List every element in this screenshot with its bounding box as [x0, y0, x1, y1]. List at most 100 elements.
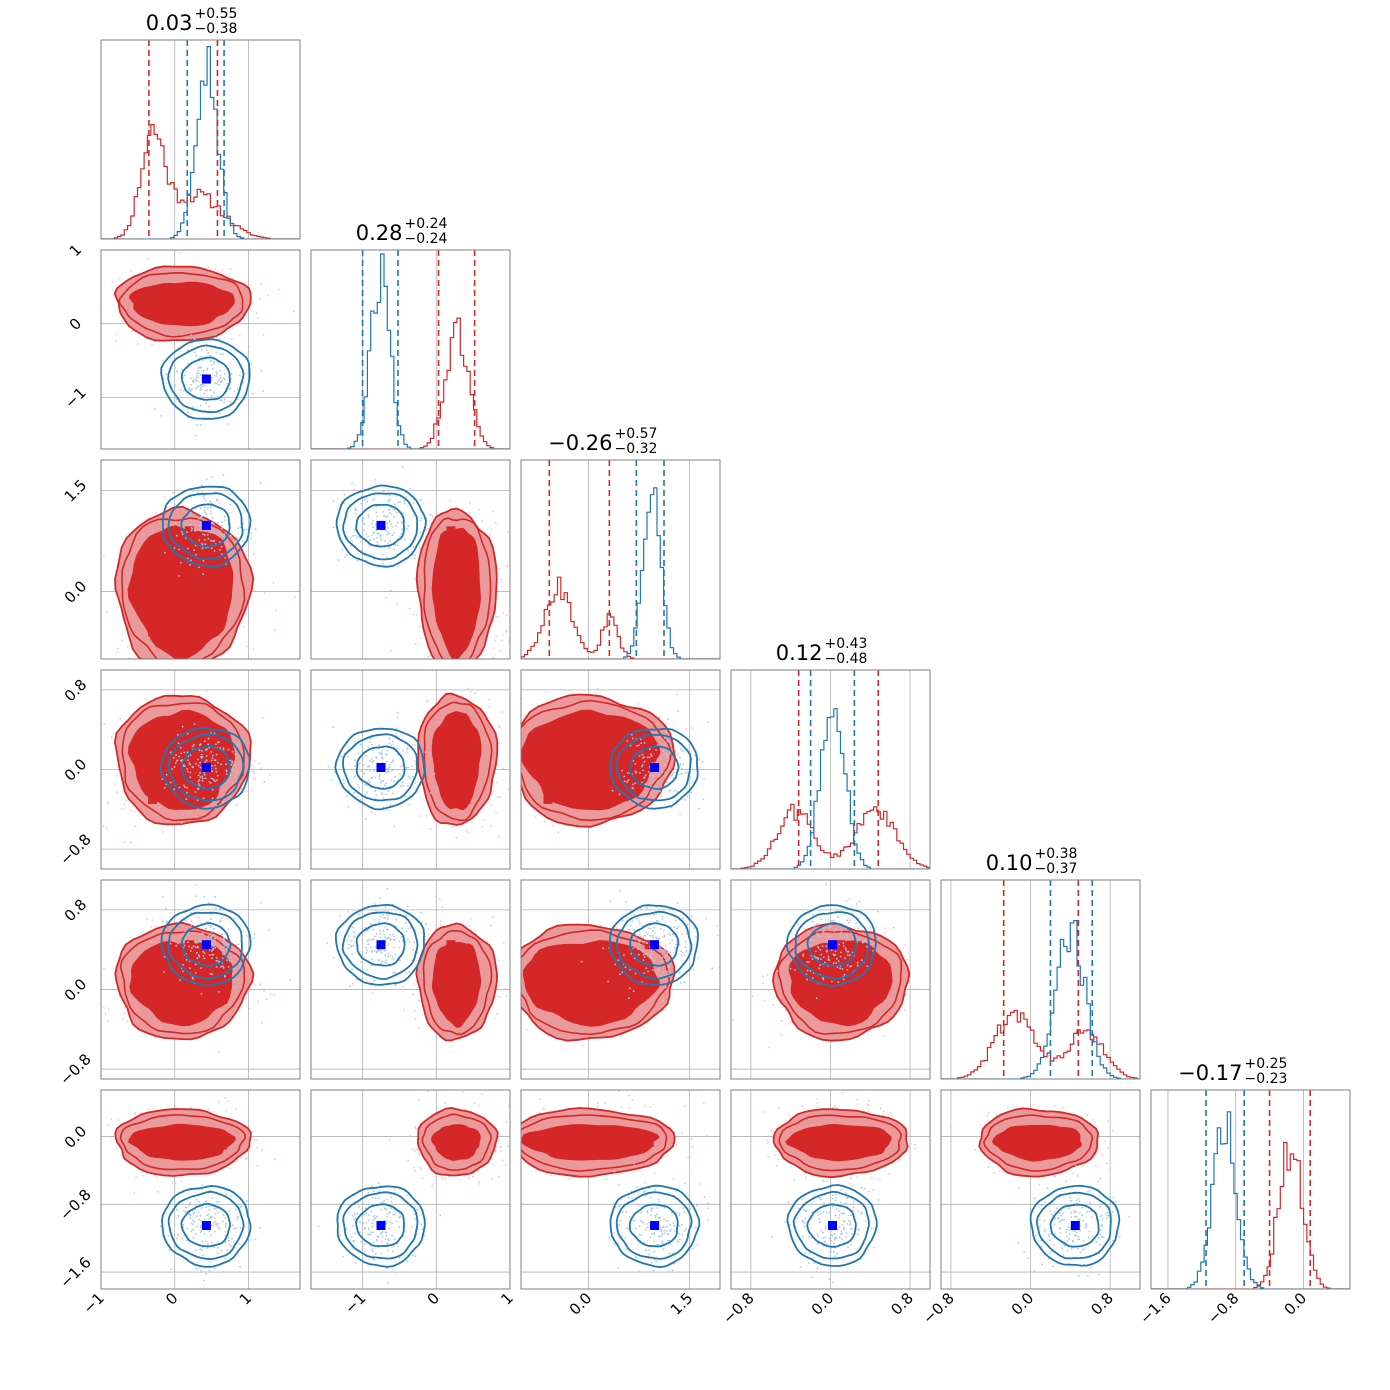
scatter-point-blue — [383, 784, 386, 787]
scatter-point-blue — [183, 751, 186, 754]
scatter-point-red — [494, 639, 497, 642]
panel-content — [101, 40, 300, 239]
scatter-point-blue — [650, 927, 652, 930]
scatter-point-blue — [372, 526, 375, 529]
scatter-point-blue — [673, 946, 676, 949]
scatter-point-red — [692, 780, 695, 783]
scatter-point-blue — [393, 508, 396, 511]
scatter-point-blue — [196, 374, 199, 377]
scatter-point-blue — [196, 788, 199, 790]
title-lower: −0.48 — [825, 651, 868, 667]
scatter-point-blue — [196, 951, 198, 954]
scatter-point-red — [501, 634, 504, 636]
scatter-point-blue — [643, 972, 646, 974]
scatter-point-red — [490, 528, 493, 531]
scatter-point-blue — [643, 741, 646, 744]
contour-blue-outer — [161, 485, 252, 568]
scatter-point-blue — [398, 940, 401, 943]
scatter-point-blue — [695, 936, 697, 939]
scatter-point-red — [469, 511, 471, 514]
scatter-point-blue — [375, 933, 378, 935]
scatter-point-blue — [244, 758, 247, 761]
scatter-point-blue — [642, 936, 645, 939]
scatter-point-blue — [408, 803, 411, 806]
scatter-point-blue — [791, 937, 794, 940]
scatter-point-red — [514, 993, 516, 995]
mode-marker-red — [563, 994, 573, 1004]
scatter-point-red — [245, 645, 248, 648]
scatter-point-blue — [217, 762, 219, 764]
scatter-point-blue — [665, 730, 668, 733]
scatter-point-blue — [163, 787, 166, 789]
scatter-point-blue — [646, 907, 648, 909]
scatter-point-red — [469, 690, 472, 693]
scatter-point-blue — [193, 515, 196, 517]
scatter-point-blue — [371, 949, 373, 952]
scatter-point-blue — [232, 986, 235, 989]
scatter-point-red — [518, 1001, 520, 1003]
scatter-point-blue — [370, 761, 373, 764]
scatter-point-blue — [225, 763, 227, 766]
contour-blue-outer — [608, 904, 699, 986]
scatter-point-blue — [241, 726, 243, 729]
scatter-point-blue — [618, 793, 621, 796]
scatter-point-red — [505, 614, 508, 617]
panel-content — [311, 460, 510, 659]
scatter-point-red — [427, 527, 430, 530]
scatter-point-blue — [382, 797, 385, 799]
scatter-point-blue — [382, 780, 385, 783]
scatter-point-blue — [420, 911, 422, 914]
scatter-point-blue — [649, 954, 652, 957]
scatter-point-red — [118, 277, 120, 280]
scatter-point-blue — [198, 380, 200, 383]
scatter-point-blue — [225, 943, 228, 946]
scatter-point-blue — [375, 511, 378, 514]
scatter-point-red — [494, 522, 497, 525]
scatter-point-blue — [656, 919, 658, 922]
scatter-point-blue — [190, 383, 193, 386]
scatter-point-blue — [394, 953, 397, 956]
scatter-point-blue — [259, 901, 262, 904]
scatter-point-blue — [215, 743, 217, 746]
scatter-point-red — [817, 922, 820, 925]
panel-content — [731, 880, 930, 1079]
scatter-point-blue — [211, 957, 213, 960]
scatter-point-red — [680, 954, 683, 957]
y-tick-label: −0.8 — [56, 1050, 94, 1088]
scatter-point-blue — [375, 529, 378, 532]
scatter-point-blue — [398, 946, 401, 949]
scatter-point-blue — [378, 777, 381, 780]
contour-blue-outer — [160, 903, 252, 987]
scatter-point-blue — [638, 755, 641, 757]
scatter-point-blue — [373, 769, 375, 772]
scatter-point-blue — [203, 771, 205, 774]
scatter-point-blue — [433, 772, 436, 775]
scatter-point-blue — [369, 769, 372, 772]
scatter-point-red — [117, 322, 119, 325]
scatter-point-blue — [385, 529, 387, 532]
scatter-point-blue — [801, 943, 804, 945]
scatter-point-red — [97, 551, 99, 553]
scatter-point-blue — [176, 760, 178, 762]
scatter-point-blue — [826, 936, 829, 938]
scatter-point-blue — [217, 522, 219, 524]
mode-marker-red — [181, 985, 191, 994]
scatter-point-blue — [802, 954, 804, 957]
scatter-point-blue — [393, 515, 395, 518]
scatter-point-red — [492, 656, 495, 659]
scatter-point-blue — [405, 930, 408, 933]
scatter-point-blue — [220, 933, 223, 936]
scatter-point-blue — [827, 919, 830, 921]
scatter-point-blue — [384, 926, 387, 928]
scatter-point-blue — [396, 489, 399, 491]
scatter-point-blue — [665, 955, 667, 957]
scatter-point-blue — [405, 766, 408, 769]
scatter-point-red — [493, 647, 495, 649]
scatter-point-blue — [203, 534, 206, 536]
scatter-point-red — [414, 782, 417, 785]
scatter-point-blue — [371, 743, 373, 746]
scatter-point-blue — [215, 907, 217, 910]
scatter-point-blue — [366, 969, 369, 971]
scatter-point-blue — [631, 787, 634, 789]
scatter-point-blue — [388, 763, 391, 766]
